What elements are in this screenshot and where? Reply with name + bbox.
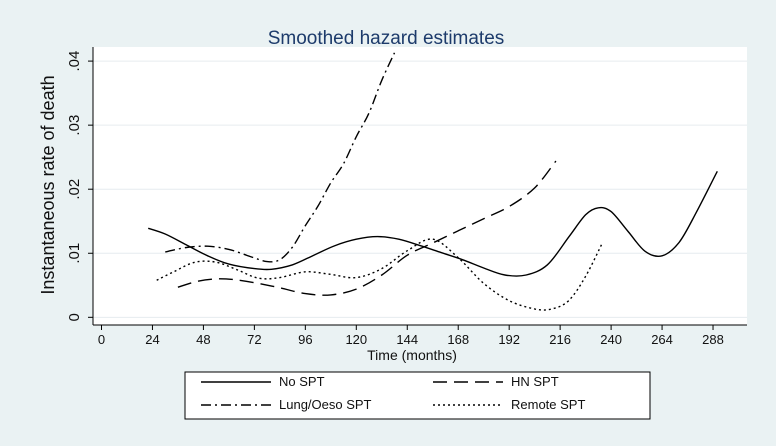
x-tick-label: 264: [651, 332, 673, 347]
legend: No SPT HN SPT Lung/Oeso SPT Remote SPT: [184, 371, 651, 420]
x-tick-label: 72: [247, 332, 261, 347]
y-tick-label: .03: [66, 115, 83, 136]
series-line-lung-oeso-spt: [165, 52, 396, 263]
series-line-remote-spt: [156, 238, 604, 311]
y-axis-label: Instantaneous rate of death: [38, 75, 58, 294]
legend-label-remote-spt: Remote SPT: [511, 397, 585, 412]
x-tick-label: 288: [702, 332, 724, 347]
x-tick-label: 168: [447, 332, 469, 347]
y-tick-label: 0: [66, 313, 83, 321]
chart-title: Smoothed hazard estimates: [268, 28, 505, 49]
y-tick-label: .01: [66, 243, 83, 264]
x-tick-label: 216: [549, 332, 571, 347]
series-line-hn-spt: [177, 160, 557, 296]
series-lines: [147, 52, 718, 311]
x-tick-label: 24: [145, 332, 159, 347]
legend-label-no-spt: No SPT: [279, 374, 325, 389]
x-tick-label: 0: [98, 332, 105, 347]
plot-area: [93, 47, 747, 325]
x-tick-label: 48: [196, 332, 210, 347]
x-tick-label: 192: [498, 332, 520, 347]
legend-label-lung-oeso-spt: Lung/Oeso SPT: [279, 397, 372, 412]
legend-box: [184, 371, 651, 420]
legend-entries: No SPT HN SPT Lung/Oeso SPT Remote SPT: [201, 374, 585, 412]
x-axis-label: Time (months): [367, 347, 457, 363]
x-tick-label: 96: [298, 332, 312, 347]
x-tick-label: 240: [600, 332, 622, 347]
axes: 0 .01 .02 .03 .04 0 24 48 72 96 120 144 168 192 216 240…: [66, 47, 747, 347]
x-tick-label: 144: [396, 332, 418, 347]
series-line-no-spt: [147, 170, 718, 277]
x-tick-label: 120: [345, 332, 367, 347]
y-tick-label: .02: [66, 179, 83, 200]
y-tick-label: .04: [66, 51, 83, 72]
legend-label-hn-spt: HN SPT: [511, 374, 559, 389]
